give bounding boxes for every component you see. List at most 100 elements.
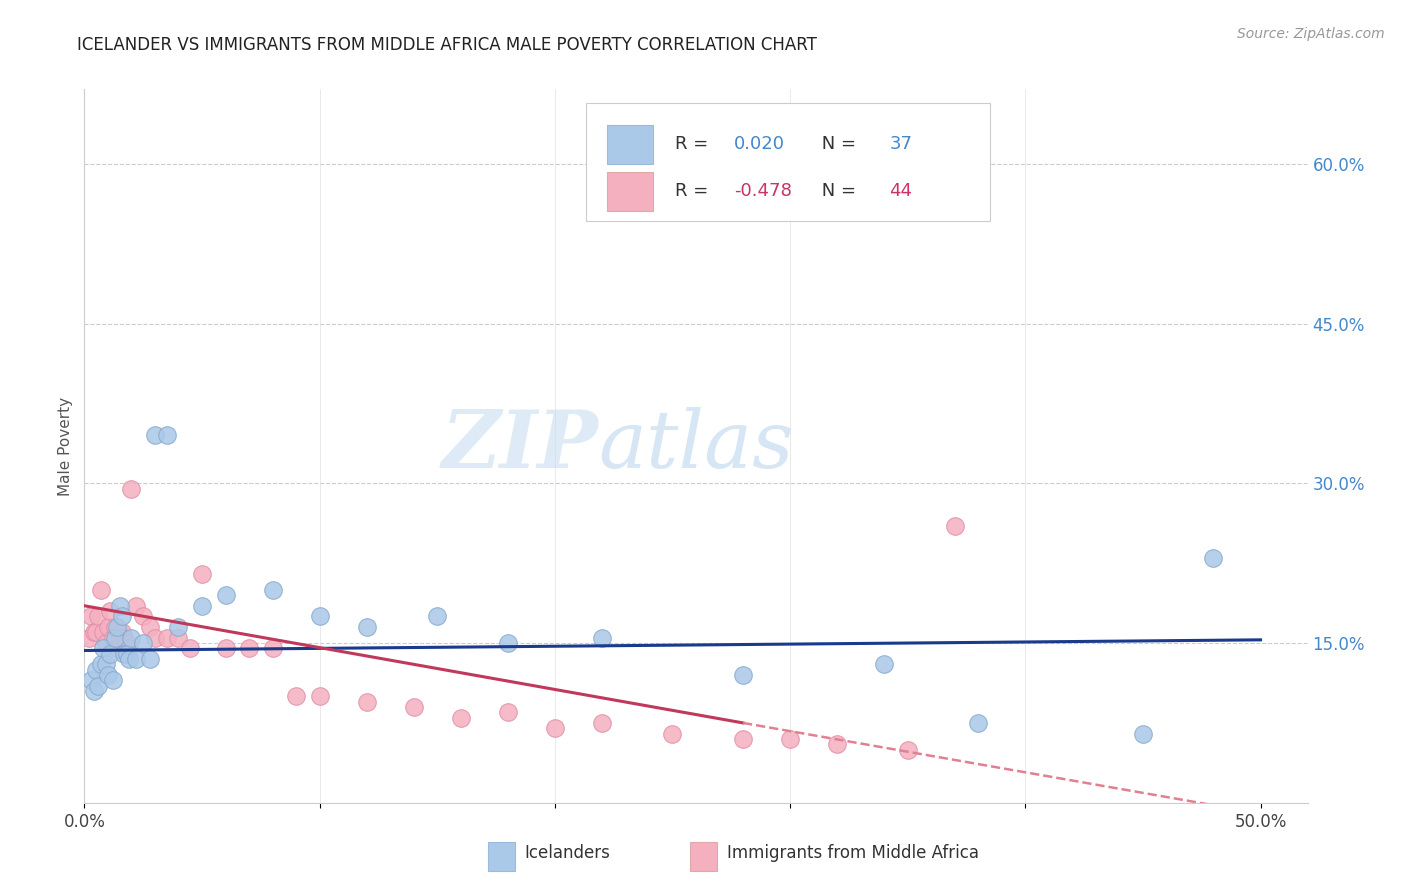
Text: 37: 37 bbox=[889, 136, 912, 153]
Point bbox=[111, 625, 134, 640]
Point bbox=[84, 663, 107, 677]
Text: R =: R = bbox=[675, 136, 714, 153]
Point bbox=[108, 631, 131, 645]
Point bbox=[118, 652, 141, 666]
Point bbox=[402, 700, 425, 714]
Point bbox=[426, 609, 449, 624]
Point bbox=[661, 726, 683, 740]
Text: 44: 44 bbox=[889, 182, 912, 200]
FancyBboxPatch shape bbox=[606, 125, 654, 164]
Point bbox=[83, 684, 105, 698]
Point bbox=[90, 657, 112, 672]
Point bbox=[97, 668, 120, 682]
Point bbox=[167, 620, 190, 634]
Text: N =: N = bbox=[815, 136, 862, 153]
Y-axis label: Male Poverty: Male Poverty bbox=[58, 396, 73, 496]
Point bbox=[139, 652, 162, 666]
Point bbox=[84, 625, 107, 640]
Point bbox=[873, 657, 896, 672]
Point bbox=[238, 641, 260, 656]
Text: Icelanders: Icelanders bbox=[524, 844, 610, 862]
Point bbox=[156, 631, 179, 645]
Text: Immigrants from Middle Africa: Immigrants from Middle Africa bbox=[727, 844, 979, 862]
Point bbox=[98, 647, 121, 661]
Point bbox=[139, 620, 162, 634]
Point bbox=[450, 710, 472, 724]
Point bbox=[83, 625, 105, 640]
Point bbox=[779, 731, 801, 746]
Text: ICELANDER VS IMMIGRANTS FROM MIDDLE AFRICA MALE POVERTY CORRELATION CHART: ICELANDER VS IMMIGRANTS FROM MIDDLE AFRI… bbox=[77, 36, 817, 54]
FancyBboxPatch shape bbox=[690, 842, 717, 871]
Point bbox=[943, 519, 966, 533]
Point bbox=[104, 631, 127, 645]
Point bbox=[132, 609, 155, 624]
Point bbox=[80, 673, 103, 688]
FancyBboxPatch shape bbox=[606, 171, 654, 211]
Point bbox=[125, 652, 148, 666]
Point bbox=[1132, 726, 1154, 740]
Point bbox=[308, 690, 330, 704]
Text: N =: N = bbox=[815, 182, 862, 200]
Point bbox=[115, 647, 138, 661]
Point bbox=[544, 721, 567, 735]
Point bbox=[731, 731, 754, 746]
Point bbox=[191, 599, 214, 613]
Point bbox=[191, 566, 214, 581]
Point bbox=[156, 428, 179, 442]
Point bbox=[115, 636, 138, 650]
Point bbox=[90, 582, 112, 597]
Point bbox=[120, 482, 142, 496]
FancyBboxPatch shape bbox=[586, 103, 990, 221]
Point bbox=[77, 631, 100, 645]
Point bbox=[98, 604, 121, 618]
Point bbox=[108, 599, 131, 613]
Point bbox=[143, 631, 166, 645]
FancyBboxPatch shape bbox=[488, 842, 515, 871]
Text: atlas: atlas bbox=[598, 408, 793, 484]
Point bbox=[132, 636, 155, 650]
Point bbox=[97, 620, 120, 634]
Text: 0.020: 0.020 bbox=[734, 136, 785, 153]
Point bbox=[87, 679, 110, 693]
Point bbox=[262, 582, 284, 597]
Point bbox=[101, 631, 124, 645]
Point bbox=[105, 641, 128, 656]
Text: R =: R = bbox=[675, 182, 714, 200]
Point bbox=[120, 631, 142, 645]
Point bbox=[179, 641, 201, 656]
Point bbox=[111, 609, 134, 624]
Point bbox=[91, 641, 114, 656]
Point bbox=[104, 620, 127, 634]
Point bbox=[731, 668, 754, 682]
Point bbox=[167, 631, 190, 645]
Point bbox=[80, 609, 103, 624]
Point bbox=[496, 636, 519, 650]
Point bbox=[591, 715, 613, 730]
Point bbox=[356, 695, 378, 709]
Point bbox=[105, 620, 128, 634]
Point bbox=[112, 647, 135, 661]
Point bbox=[825, 737, 848, 751]
Point bbox=[125, 599, 148, 613]
Point bbox=[356, 620, 378, 634]
Point bbox=[143, 428, 166, 442]
Text: Source: ZipAtlas.com: Source: ZipAtlas.com bbox=[1237, 27, 1385, 41]
Point bbox=[118, 641, 141, 656]
Point bbox=[262, 641, 284, 656]
Point bbox=[496, 706, 519, 720]
Point bbox=[1202, 550, 1225, 565]
Text: -0.478: -0.478 bbox=[734, 182, 792, 200]
Point bbox=[897, 742, 920, 756]
Text: ZIP: ZIP bbox=[441, 408, 598, 484]
Point bbox=[94, 657, 117, 672]
Point bbox=[214, 641, 236, 656]
Point bbox=[285, 690, 308, 704]
Point bbox=[591, 631, 613, 645]
Point bbox=[91, 625, 114, 640]
Point bbox=[94, 636, 117, 650]
Point bbox=[101, 673, 124, 688]
Point bbox=[112, 631, 135, 645]
Point bbox=[214, 588, 236, 602]
Point bbox=[967, 715, 990, 730]
Point bbox=[87, 609, 110, 624]
